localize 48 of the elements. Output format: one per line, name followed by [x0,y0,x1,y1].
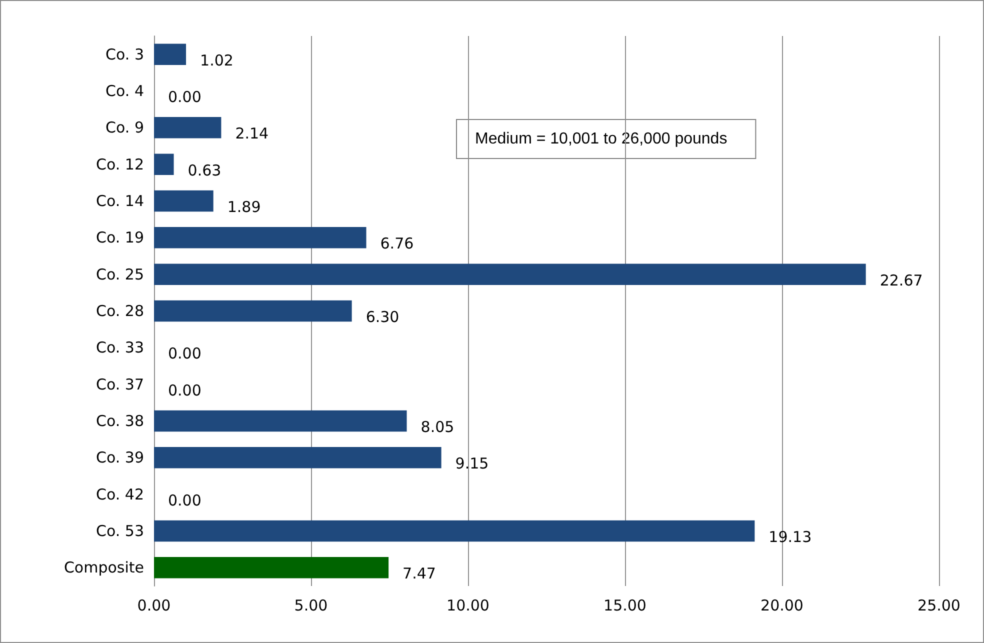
x-tick-label: 5.00 [294,596,328,614]
x-tick-label: 15.00 [604,596,646,614]
data-label: 0.00 [168,88,202,106]
bar [154,117,222,138]
data-label: 6.30 [366,308,400,326]
data-label: 1.02 [200,51,234,70]
y-tick-label: Co. 14 [96,192,144,210]
data-label: 0.00 [168,491,202,510]
bar [154,410,407,432]
x-tick-label: 0.00 [137,596,171,614]
y-tick-label: Co. 38 [96,412,144,430]
x-tick-label: 20.00 [760,596,804,614]
y-tick-label: Co. 28 [96,302,144,320]
y-tick-label: Co. 12 [96,155,144,174]
bar [154,44,186,65]
y-tick-label: Composite [64,558,144,577]
bar [154,227,366,248]
bar [154,264,866,285]
bar [154,300,352,322]
y-tick-label: Co. 39 [96,448,144,467]
bar [154,154,174,175]
data-label: 6.76 [380,234,414,253]
data-label: 1.89 [227,198,261,216]
y-tick-label: Co. 37 [96,375,144,394]
y-tick-label: Co. 9 [106,118,144,137]
y-tick-label: Co. 19 [96,228,144,247]
bar [154,190,214,212]
y-tick-label: Co. 25 [96,265,144,284]
x-tick-label: 25.00 [918,596,960,614]
data-label: 9.15 [455,454,489,473]
y-tick-label: Co. 42 [96,485,144,504]
y-tick-label: Co. 3 [106,45,144,64]
bar [154,447,442,468]
data-label: 0.00 [168,344,202,363]
y-tick-label: Co. 33 [96,338,144,357]
data-label: 19.13 [768,528,812,546]
y-tick-label: Co. 4 [106,82,144,100]
y-tick-label: Co. 53 [96,522,144,540]
data-label: 0.00 [168,381,202,400]
data-label: 7.47 [402,564,436,583]
bar [154,520,755,542]
x-tick-label: 10.00 [446,596,490,614]
data-label: 8.05 [420,418,454,436]
data-label: 22.67 [880,271,923,290]
annotation: Medium = 10,001 to 26,000 pounds [475,130,728,148]
bar [154,557,389,578]
data-label: 0.63 [188,161,222,180]
data-label: 2.14 [235,124,269,143]
